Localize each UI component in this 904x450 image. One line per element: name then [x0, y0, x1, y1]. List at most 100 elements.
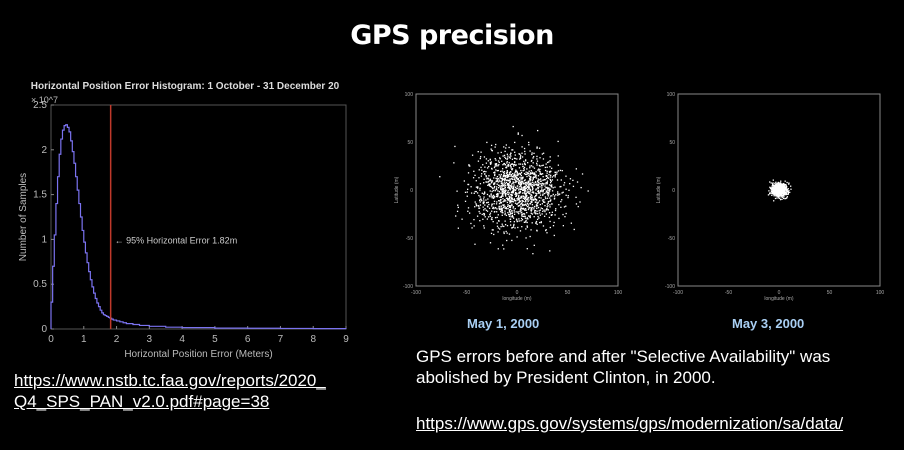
scatter-before-point	[555, 208, 557, 210]
scatter-before-point	[549, 160, 551, 162]
scatter-before-point	[514, 151, 516, 153]
scatter-before-point	[568, 189, 570, 191]
scatter-before-point	[506, 174, 508, 176]
scatter-before-point	[526, 183, 529, 185]
scatter-before-point	[526, 191, 529, 193]
scatter-before-point	[505, 197, 508, 200]
scatter-before-point	[496, 179, 498, 182]
scatter-before-point	[540, 207, 542, 209]
scatter-before-point	[513, 163, 516, 166]
scatter-before-point	[506, 193, 508, 195]
scatter-after-point	[786, 196, 789, 198]
scatter-after-point	[772, 189, 774, 191]
scatter-before-point	[482, 202, 485, 204]
scatter-after-point	[784, 180, 786, 182]
scatter-before-point	[497, 193, 499, 195]
scatter-before-point	[491, 195, 493, 197]
scatter-before-point	[476, 215, 479, 217]
scatter-before-point	[549, 197, 551, 199]
scatter-before-point	[489, 163, 492, 165]
scatter-before-point	[510, 197, 513, 200]
scatter-before-point	[501, 209, 504, 212]
scatter-before-point	[510, 193, 512, 196]
scatter-before-point	[515, 164, 517, 166]
scatter-after-y-tick-label: -100	[665, 284, 675, 290]
scatter-before-point	[510, 175, 512, 178]
scatter-before-point	[542, 184, 544, 186]
scatter-before-point	[522, 197, 525, 199]
scatter-after-point	[773, 191, 775, 194]
scatter-before-point	[506, 173, 509, 175]
scatter-before-point	[494, 146, 496, 148]
scatter-before-point	[524, 183, 526, 185]
scatter-before-point	[466, 191, 468, 193]
scatter-before-point	[511, 168, 514, 170]
gps-gov-link[interactable]: https://www.gps.gov/systems/gps/moderniz…	[416, 414, 844, 433]
scatter-before-point	[544, 185, 546, 187]
scatter-before-point	[508, 206, 511, 208]
scatter-before-point	[565, 188, 567, 190]
scatter-before-point	[474, 243, 476, 245]
scatter-before-point	[501, 194, 504, 196]
scatter-before-point	[521, 180, 523, 182]
scatter-before-point	[496, 208, 498, 210]
scatter-before-point	[490, 232, 493, 235]
scatter-before-point	[464, 200, 467, 202]
scatter-before-point	[538, 210, 540, 212]
scatter-before-point	[542, 179, 544, 181]
scatter-before-x-tick-label: -100	[411, 290, 421, 296]
scatter-before-point	[496, 170, 498, 172]
scatter-after-point	[772, 193, 774, 195]
scatter-before-point	[542, 176, 544, 178]
scatter-before-point	[523, 189, 525, 191]
scatter-before-point	[513, 188, 515, 190]
scatter-before-point	[579, 201, 581, 203]
scatter-before-point	[493, 195, 495, 198]
scatter-before-point	[530, 201, 532, 203]
scatter-before-point	[505, 185, 507, 187]
scatter-before-point	[519, 188, 522, 191]
scatter-after-x-tick-label: -100	[673, 290, 683, 296]
scatter-before-point	[529, 180, 531, 182]
scatter-before-point	[493, 211, 496, 213]
scatter-before-point	[508, 187, 510, 190]
scatter-after-point	[786, 181, 788, 184]
hist-x-tick-label: 6	[245, 334, 251, 345]
scatter-before-point	[507, 198, 509, 200]
scatter-before-point	[528, 207, 531, 209]
scatter-before-point	[528, 182, 530, 184]
scatter-after-point	[784, 192, 787, 194]
scatter-before-point	[467, 183, 469, 186]
scatter-before-point	[546, 208, 548, 210]
scatter-before-point	[555, 194, 557, 196]
hist-y-tick-label: 1.5	[33, 190, 47, 201]
scatter-after-point	[785, 189, 788, 192]
scatter-before-point	[467, 207, 470, 209]
scatter-before-point	[529, 178, 531, 180]
scatter-after-point	[785, 191, 788, 193]
scatter-before-point	[488, 175, 490, 177]
scatter-before-point	[518, 200, 521, 202]
scatter-after-point	[773, 188, 776, 190]
scatter-before-point	[538, 147, 541, 149]
scatter-before-point	[548, 184, 551, 186]
scatter-before-point	[542, 189, 544, 191]
scatter-before-point	[489, 178, 492, 180]
scatter-after-x-axis-label: longitude (m)	[764, 296, 794, 301]
scatter-before-point	[501, 192, 503, 194]
scatter-before-point	[502, 195, 504, 197]
scatter-after-point	[776, 197, 778, 199]
scatter-before-point	[514, 141, 516, 144]
scatter-before-point	[529, 165, 531, 167]
scatter-before-point	[549, 178, 551, 181]
faa-report-link-line2[interactable]: Q4_SPS_PAN_v2.0.pdf#page=38	[14, 392, 270, 411]
scatter-before-point	[532, 187, 534, 190]
scatter-before-point	[510, 191, 513, 194]
faa-report-link-line1[interactable]: https://www.nstb.tc.faa.gov/reports/2020…	[14, 371, 326, 390]
scatter-before-point	[504, 178, 506, 180]
faa-report-link[interactable]: https://www.nstb.tc.faa.gov/reports/2020…	[14, 370, 326, 412]
scatter-before-point	[521, 201, 523, 203]
scatter-before-point	[483, 227, 485, 229]
scatter-before-point	[511, 163, 514, 165]
scatter-after-point	[777, 192, 780, 194]
